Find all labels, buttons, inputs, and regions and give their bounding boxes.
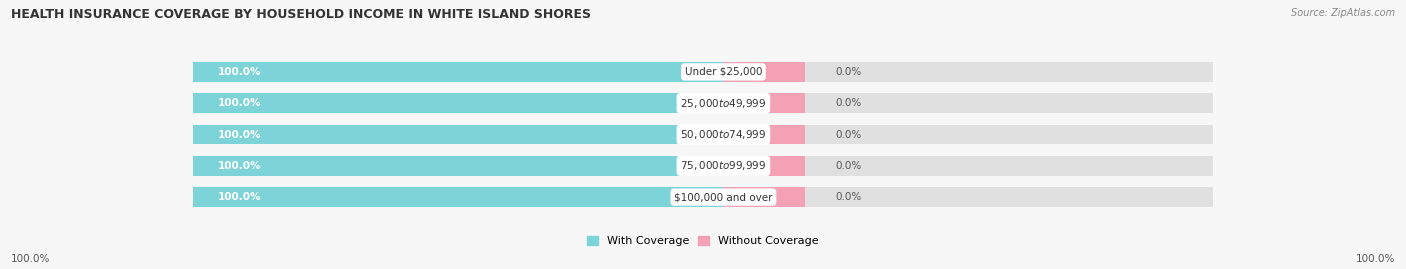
Legend: With Coverage, Without Coverage: With Coverage, Without Coverage bbox=[588, 236, 818, 246]
Text: 100.0%: 100.0% bbox=[1355, 254, 1395, 264]
Text: 100.0%: 100.0% bbox=[218, 67, 262, 77]
Text: 0.0%: 0.0% bbox=[835, 129, 862, 140]
Text: 0.0%: 0.0% bbox=[835, 67, 862, 77]
Text: Under $25,000: Under $25,000 bbox=[685, 67, 762, 77]
Text: HEALTH INSURANCE COVERAGE BY HOUSEHOLD INCOME IN WHITE ISLAND SHORES: HEALTH INSURANCE COVERAGE BY HOUSEHOLD I… bbox=[11, 8, 592, 21]
Text: 100.0%: 100.0% bbox=[218, 161, 262, 171]
Bar bbox=[724, 156, 806, 175]
Bar bbox=[724, 62, 806, 82]
Text: 0.0%: 0.0% bbox=[835, 192, 862, 202]
Bar bbox=[193, 156, 1213, 175]
Bar bbox=[724, 94, 806, 113]
Bar bbox=[193, 156, 724, 175]
Text: $100,000 and over: $100,000 and over bbox=[673, 192, 773, 202]
Bar bbox=[193, 125, 1213, 144]
Text: 0.0%: 0.0% bbox=[835, 161, 862, 171]
Bar bbox=[193, 187, 1213, 207]
Bar bbox=[193, 125, 724, 144]
Text: 100.0%: 100.0% bbox=[218, 129, 262, 140]
Bar bbox=[193, 62, 1213, 82]
Bar bbox=[193, 187, 724, 207]
Text: 100.0%: 100.0% bbox=[218, 98, 262, 108]
Text: 100.0%: 100.0% bbox=[218, 192, 262, 202]
Text: $75,000 to $99,999: $75,000 to $99,999 bbox=[681, 159, 766, 172]
Bar bbox=[724, 125, 806, 144]
Bar bbox=[724, 187, 806, 207]
Text: $25,000 to $49,999: $25,000 to $49,999 bbox=[681, 97, 766, 110]
Text: 100.0%: 100.0% bbox=[11, 254, 51, 264]
Text: $50,000 to $74,999: $50,000 to $74,999 bbox=[681, 128, 766, 141]
Text: 0.0%: 0.0% bbox=[835, 98, 862, 108]
Bar bbox=[193, 62, 724, 82]
Bar bbox=[193, 94, 1213, 113]
Bar bbox=[193, 94, 724, 113]
Text: Source: ZipAtlas.com: Source: ZipAtlas.com bbox=[1291, 8, 1395, 18]
